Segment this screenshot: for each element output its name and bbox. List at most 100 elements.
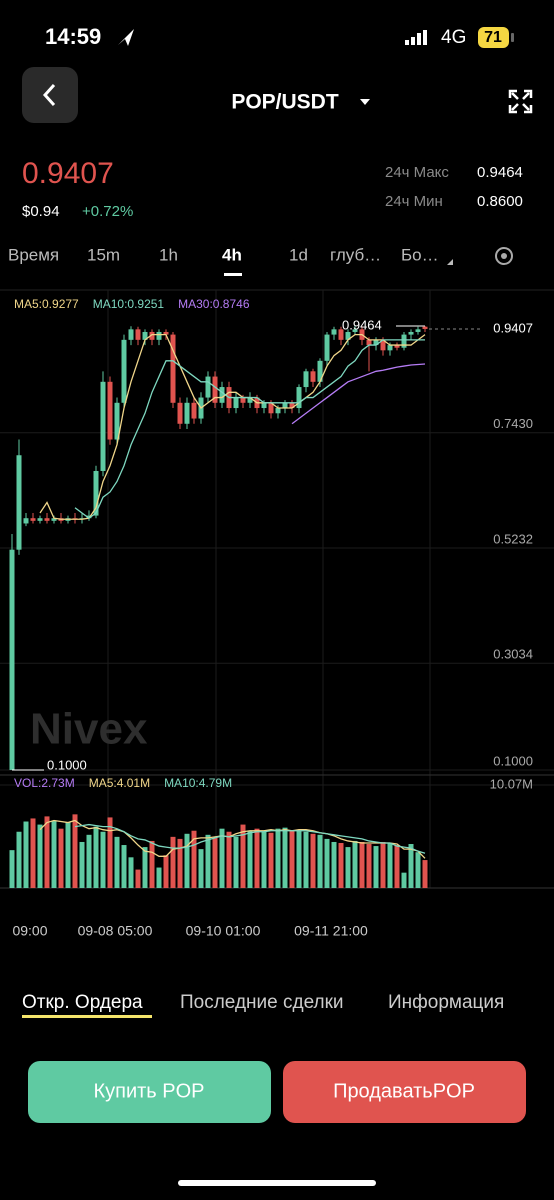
volume-bar bbox=[401, 872, 407, 888]
ma-line bbox=[291, 363, 426, 425]
fullscreen-icon[interactable] bbox=[508, 89, 533, 114]
ma-legend: MA10:0.9251 bbox=[93, 297, 165, 311]
volume-bar bbox=[128, 857, 134, 888]
candle-body bbox=[380, 339, 386, 351]
x-tick-label: 09:00 bbox=[12, 923, 47, 939]
candle-body bbox=[184, 402, 190, 424]
x-tick-label: 09-10 01:00 bbox=[186, 923, 261, 939]
volume-bar bbox=[16, 831, 22, 888]
low-value: 0.8600 bbox=[477, 193, 523, 210]
volume-bar bbox=[114, 836, 120, 888]
volume-bar bbox=[37, 824, 43, 888]
candle-body bbox=[415, 329, 421, 332]
candle-body bbox=[282, 402, 288, 409]
signal-icon bbox=[405, 30, 427, 45]
volume-bar bbox=[135, 869, 141, 888]
volume-bar bbox=[394, 845, 400, 888]
candle-body bbox=[121, 339, 127, 403]
volume-bar bbox=[9, 850, 15, 888]
candle-body bbox=[86, 515, 92, 519]
volume-bar bbox=[142, 847, 148, 888]
candle-body bbox=[366, 339, 372, 346]
candle-body bbox=[268, 402, 274, 414]
usd-price: $0.94 bbox=[22, 203, 60, 220]
volume-bar bbox=[415, 852, 421, 888]
volume-legend: MA5:4.01M bbox=[89, 776, 150, 790]
candle-body bbox=[149, 331, 155, 340]
candle-body bbox=[345, 331, 351, 340]
candle-body bbox=[135, 329, 141, 340]
interval-tab[interactable]: глуб… bbox=[330, 245, 381, 264]
buy-button[interactable] bbox=[28, 1061, 271, 1123]
candle-body bbox=[114, 402, 120, 440]
watermark: Nivex bbox=[30, 705, 148, 754]
volume-bar bbox=[177, 838, 183, 888]
candle-body bbox=[156, 331, 162, 340]
candle-body bbox=[37, 518, 43, 521]
sell-label[interactable]: ПродаватьPOP bbox=[333, 1080, 475, 1102]
candle-body bbox=[219, 387, 225, 403]
volume-bar bbox=[212, 837, 218, 888]
active-tab-underline bbox=[22, 1015, 152, 1018]
volume-bar bbox=[338, 842, 344, 888]
volume-ma-line bbox=[74, 823, 426, 854]
interval-tab[interactable]: 1h bbox=[159, 245, 178, 264]
interval-tab[interactable]: 4h bbox=[222, 245, 242, 264]
candle-body bbox=[142, 331, 148, 340]
x-tick-label: 09-08 05:00 bbox=[78, 923, 153, 939]
volume-bar bbox=[373, 846, 379, 888]
interval-tab[interactable]: Бо… bbox=[401, 245, 439, 264]
volume-bar bbox=[380, 841, 386, 888]
interval-tab[interactable]: Время bbox=[8, 245, 59, 264]
volume-bar bbox=[107, 817, 113, 888]
section-tab[interactable]: Откр. Ордера bbox=[22, 992, 143, 1013]
candle-body bbox=[408, 331, 414, 335]
volume-bar bbox=[51, 820, 57, 888]
candle-body bbox=[373, 339, 379, 346]
candle-body bbox=[233, 397, 239, 409]
pair-caret bbox=[360, 99, 370, 105]
back-icon bbox=[42, 83, 56, 107]
candle-body bbox=[93, 470, 99, 516]
candle-body bbox=[317, 360, 323, 382]
section-tab[interactable]: Информация bbox=[388, 992, 504, 1013]
volume-legend: VOL:2.73M bbox=[14, 776, 75, 790]
last-price-label: 0.9407 bbox=[493, 320, 533, 335]
candle-body bbox=[261, 402, 267, 409]
candle-body bbox=[170, 334, 176, 403]
back-button[interactable] bbox=[22, 67, 78, 123]
candle-body bbox=[163, 331, 169, 335]
interval-tab[interactable]: 1d bbox=[289, 245, 308, 264]
volume-tick-label: 10.07M bbox=[490, 776, 533, 791]
pair-title[interactable]: POP/USDT bbox=[231, 91, 339, 114]
candle-body bbox=[191, 402, 197, 419]
interval-tab[interactable]: 15m bbox=[87, 245, 120, 264]
price-change: +0.72% bbox=[82, 203, 133, 220]
network: 4G bbox=[441, 27, 466, 48]
battery-tip bbox=[511, 33, 514, 42]
settings-icon[interactable] bbox=[495, 247, 513, 265]
volume-bar bbox=[275, 828, 281, 888]
candle-body bbox=[23, 518, 29, 524]
volume-bar bbox=[345, 847, 351, 888]
candle-body bbox=[44, 518, 50, 521]
candle-body bbox=[107, 381, 113, 440]
volume-bar bbox=[156, 867, 162, 888]
sell-button[interactable] bbox=[283, 1061, 526, 1123]
volume-bar bbox=[163, 855, 169, 888]
volume-bar bbox=[422, 860, 428, 888]
volume-bar bbox=[100, 831, 106, 888]
volume-bar bbox=[23, 821, 29, 888]
section-tab[interactable]: Последние сделки bbox=[180, 992, 344, 1013]
volume-bar bbox=[198, 849, 204, 888]
last-price: 0.9407 bbox=[22, 157, 114, 190]
volume-bar bbox=[219, 828, 225, 888]
candle-body bbox=[51, 518, 57, 521]
volume-bar bbox=[86, 834, 92, 888]
buy-label[interactable]: Купить POP bbox=[93, 1080, 204, 1102]
candle-body bbox=[9, 549, 15, 771]
candle-body bbox=[352, 329, 358, 332]
high-value: 0.9464 bbox=[477, 164, 523, 181]
ma-legend: MA5:0.9277 bbox=[14, 297, 79, 311]
volume-bar bbox=[226, 831, 232, 888]
